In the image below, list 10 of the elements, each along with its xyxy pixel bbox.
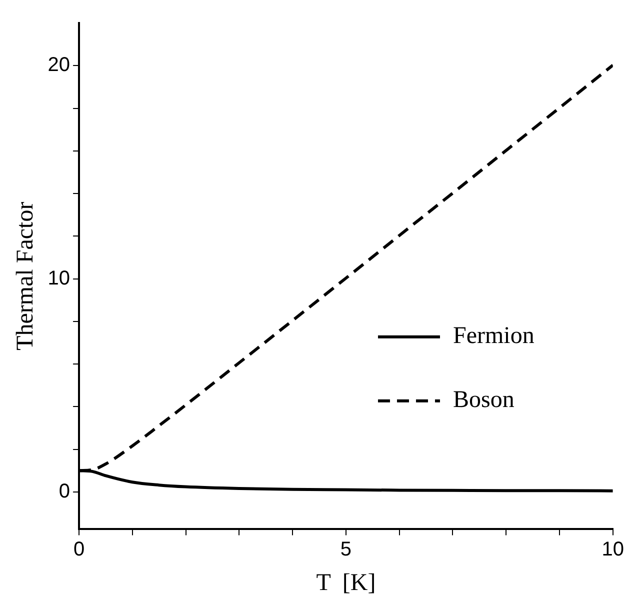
y-tick-label: 20 xyxy=(48,54,70,76)
legend-label: Boson xyxy=(452,387,514,414)
y-tick-label: 10 xyxy=(48,267,70,290)
x-tick-label: 0 xyxy=(73,538,85,561)
x-tick-label: 10 xyxy=(602,538,624,561)
y-axis-title: Thermal Factor xyxy=(12,202,39,350)
x-axis-title: T [K] xyxy=(316,570,376,596)
x-tick-label: 5 xyxy=(340,538,352,561)
y-tick-label: 0 xyxy=(58,480,70,502)
legend-label: Fermion xyxy=(452,323,534,350)
